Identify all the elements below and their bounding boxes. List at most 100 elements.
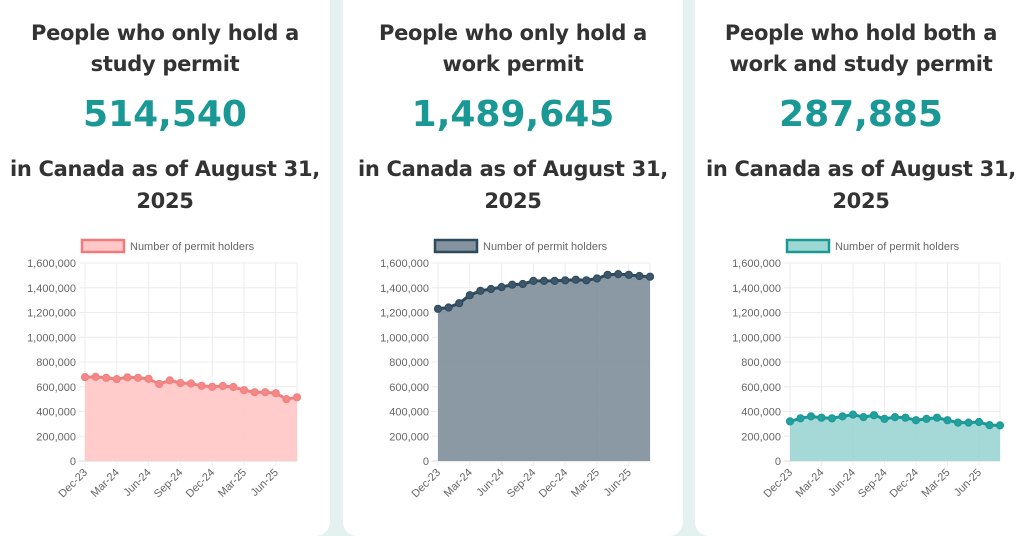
data-point [603, 270, 612, 279]
x-tick-label: Jun-24 [121, 467, 153, 499]
data-point [229, 382, 238, 392]
legend-label: Number of permit holders [130, 241, 255, 253]
x-tick-label: Mar-24 [442, 467, 475, 500]
data-point [859, 413, 868, 422]
data-point [539, 276, 549, 286]
permit-holder-count: 1,489,645 [411, 94, 615, 135]
y-tick-label: 1,200,000 [27, 308, 76, 320]
work-permit-card: People who only hold a work permit 1,489… [343, 0, 683, 536]
legend-swatch [785, 238, 831, 254]
legend-swatch [433, 238, 479, 254]
x-tick-label: Mar-24 [793, 467, 826, 500]
chart-legend: Number of permit holders [80, 238, 255, 254]
data-point [796, 414, 805, 423]
card-subtitle: in Canada as of August 31, 2025 [343, 153, 683, 217]
data-point [614, 270, 623, 279]
card-title: People who hold both a work and study pe… [695, 18, 1027, 80]
x-tick-label: Jun-25 [249, 467, 281, 499]
data-point [932, 413, 942, 422]
data-point [571, 275, 580, 284]
x-tick-label: Mar-25 [569, 467, 602, 500]
permit-holder-count: 287,885 [779, 94, 943, 135]
data-point [817, 413, 826, 422]
x-tick-label: Jun-25 [952, 467, 984, 499]
x-tick-label: Dec-24 [184, 467, 218, 501]
data-point [155, 379, 164, 389]
data-point [922, 414, 931, 423]
data-point [250, 388, 259, 397]
data-point [635, 271, 644, 281]
data-point [239, 386, 249, 395]
series-area [790, 414, 1000, 461]
x-tick-label: Sep-24 [856, 467, 890, 501]
data-point [785, 417, 795, 426]
y-tick-label: 200,000 [389, 431, 429, 443]
y-tick-label: 800,000 [741, 357, 781, 369]
x-tick-label: Mar-25 [919, 467, 952, 500]
y-tick-label: 0 [423, 456, 429, 468]
x-tick-label: Mar-24 [89, 467, 122, 500]
data-point [91, 372, 100, 381]
data-point [508, 280, 517, 289]
x-tick-label: Jun-24 [474, 467, 506, 499]
x-tick-label: Jun-25 [602, 467, 634, 499]
y-tick-label: 600,000 [741, 382, 781, 394]
y-tick-label: 600,000 [389, 382, 429, 394]
data-point [80, 373, 90, 382]
y-tick-label: 1,400,000 [732, 283, 781, 295]
data-point [486, 284, 496, 294]
data-point [123, 373, 132, 382]
x-tick-label: Jun-24 [826, 467, 858, 499]
data-point [261, 388, 270, 397]
y-tick-label: 200,000 [36, 431, 76, 443]
data-point [848, 410, 858, 419]
legend-label: Number of permit holders [483, 241, 608, 253]
legend-label: Number of permit holders [835, 241, 960, 253]
data-point [592, 274, 602, 283]
y-tick-label: 800,000 [36, 357, 76, 369]
data-point [953, 418, 963, 427]
x-tick-label: Dec-24 [537, 467, 571, 501]
data-point [197, 381, 206, 390]
data-point [645, 272, 655, 281]
y-tick-label: 1,200,000 [732, 308, 781, 320]
data-point [911, 416, 921, 425]
card-title-line: work and study permit [729, 52, 993, 76]
card-title-line: People who only hold a [379, 21, 647, 45]
chart-legend: Number of permit holders [785, 238, 960, 254]
y-tick-label: 400,000 [389, 407, 429, 419]
data-point [943, 416, 952, 425]
y-tick-label: 1,000,000 [380, 332, 429, 344]
data-point [518, 279, 527, 289]
data-point [208, 382, 217, 391]
data-point [271, 389, 280, 398]
series-area [85, 376, 297, 461]
data-point [901, 413, 910, 422]
study-permit-chart: Number of permit holders 0 200,000 400,000 6… [27, 238, 302, 501]
data-point [144, 374, 153, 383]
y-tick-label: 1,600,000 [27, 258, 76, 270]
data-point [282, 395, 291, 404]
y-tick-label: 200,000 [741, 431, 781, 443]
card-subtitle: in Canada as of August 31, 2025 [695, 153, 1027, 217]
data-point [582, 276, 591, 285]
data-point [112, 375, 121, 384]
data-point [964, 418, 973, 427]
card-subtitle-line: in Canada as of August 31, [10, 157, 320, 181]
x-tick-label: Dec-23 [410, 467, 444, 501]
data-point [444, 303, 453, 312]
y-tick-label: 800,000 [389, 357, 429, 369]
y-tick-label: 600,000 [36, 382, 76, 394]
data-point [476, 286, 485, 295]
data-point [186, 379, 196, 388]
data-point [869, 411, 879, 420]
y-tick-label: 1,400,000 [27, 283, 76, 295]
data-point [995, 421, 1005, 430]
chart-legend: Number of permit holders [433, 238, 608, 254]
data-point [176, 378, 185, 388]
data-point [133, 373, 143, 382]
data-point [880, 414, 889, 423]
data-point [806, 412, 816, 421]
y-tick-label: 1,600,000 [380, 258, 429, 270]
data-point [550, 276, 559, 286]
